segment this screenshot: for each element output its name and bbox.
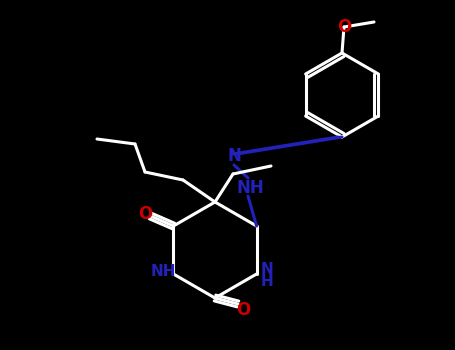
Text: N: N xyxy=(260,262,273,278)
Text: O: O xyxy=(138,205,152,223)
Text: N: N xyxy=(227,147,241,165)
Text: O: O xyxy=(236,301,250,319)
Text: NH: NH xyxy=(151,265,176,280)
Text: O: O xyxy=(337,18,351,36)
Text: NH: NH xyxy=(236,179,264,197)
Text: H: H xyxy=(260,274,273,289)
